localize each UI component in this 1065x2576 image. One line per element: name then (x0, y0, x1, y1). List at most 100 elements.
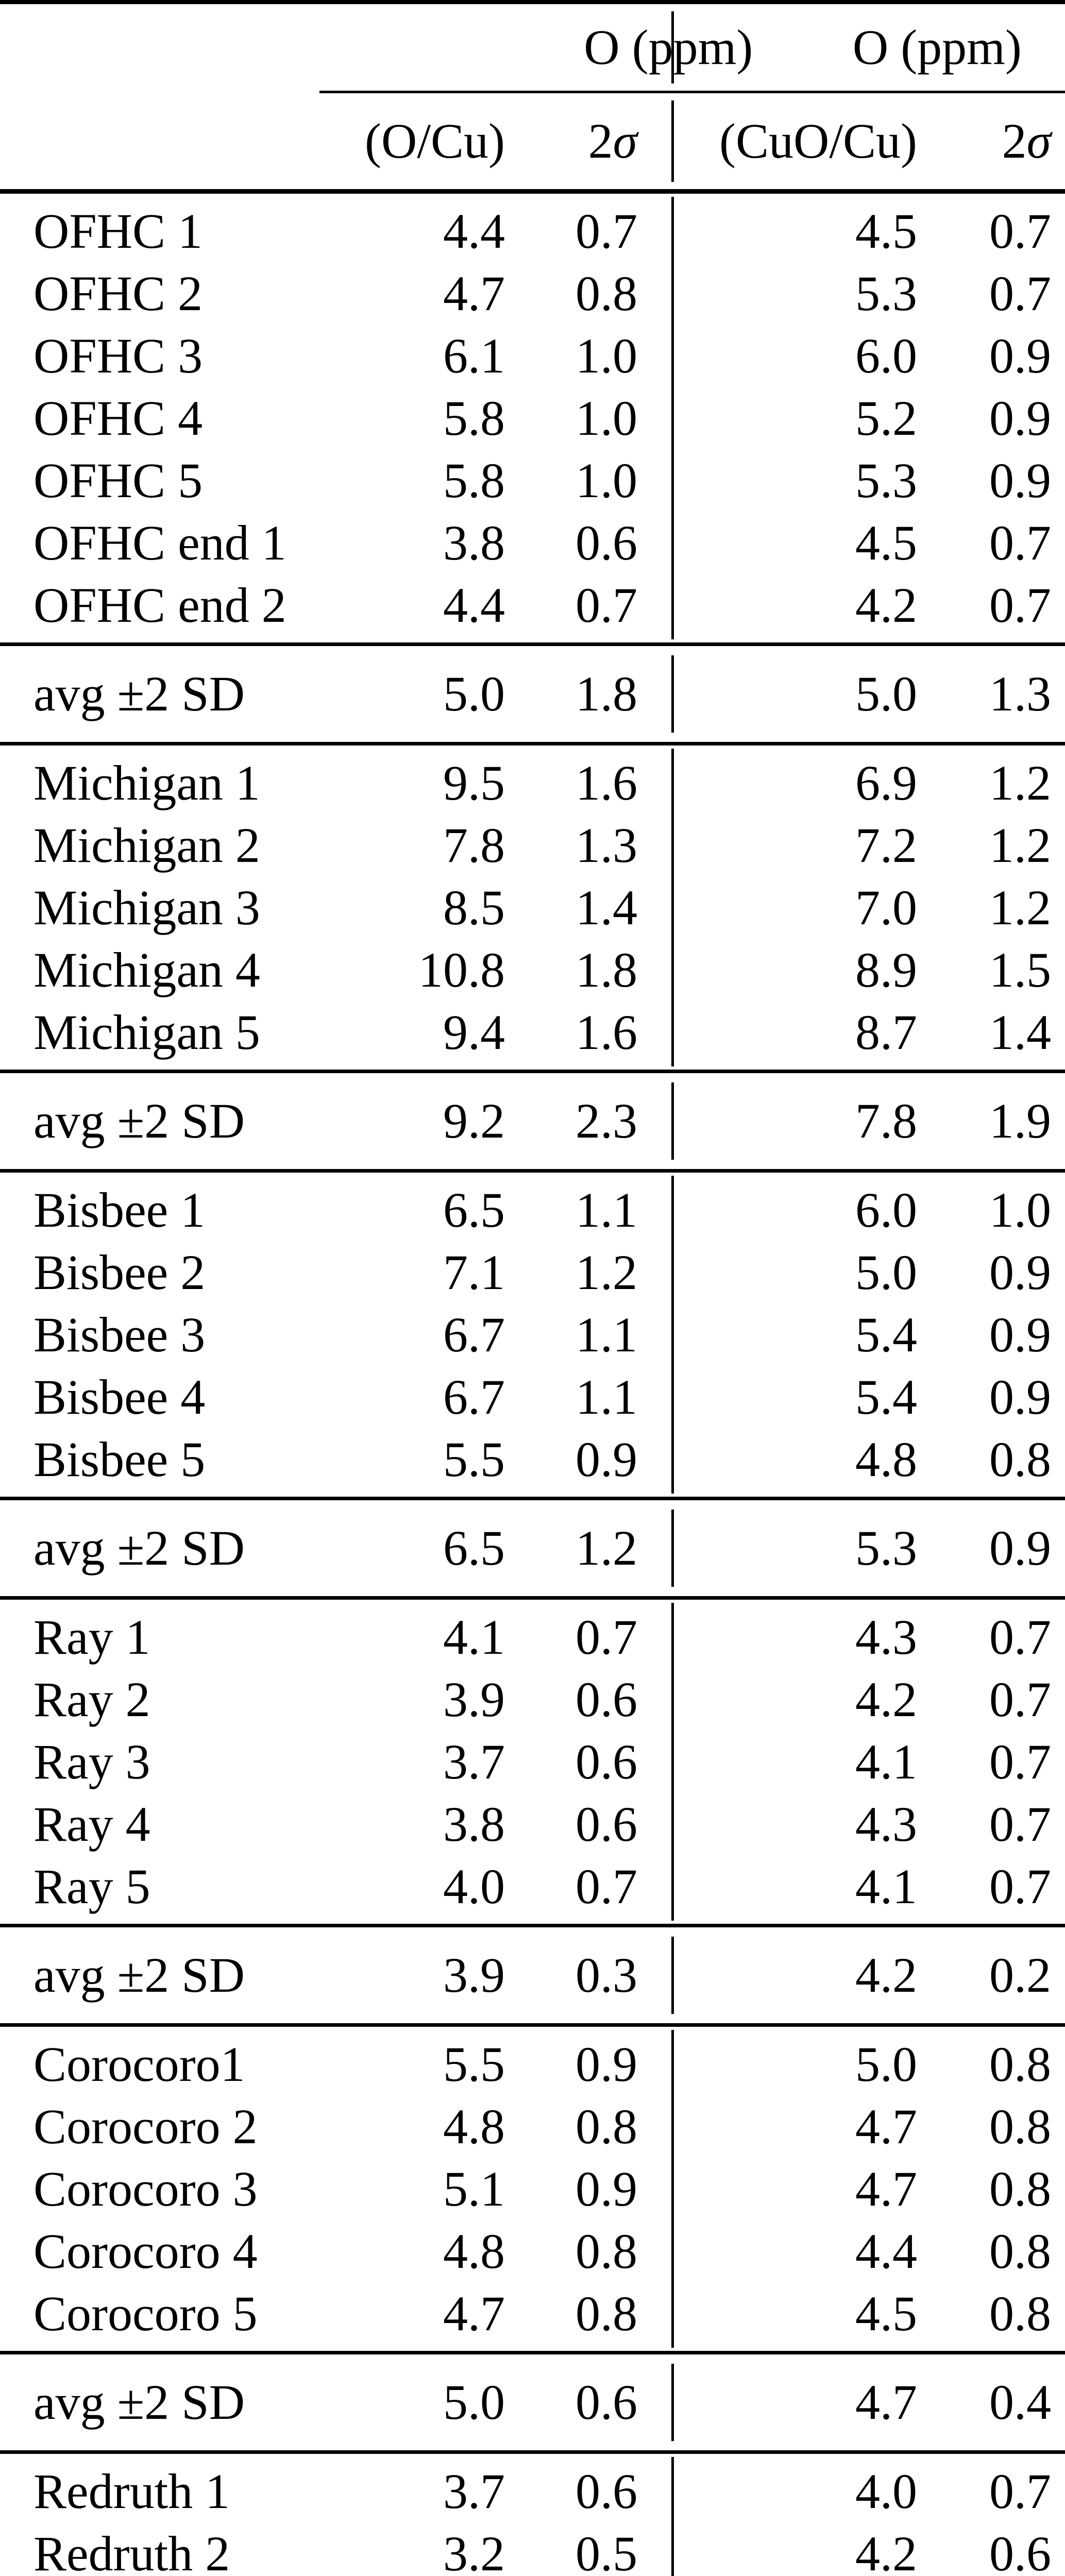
sample-label: OFHC end 1 (33, 515, 286, 570)
header-span-rule (319, 91, 1065, 93)
header-group-row: O (ppm) O (ppm) (0, 4, 1065, 91)
value-cuo-cu: 4.1 (855, 1858, 917, 1914)
avg-label: avg ±2 SD (33, 1520, 245, 1575)
value-cuo-cu-2sigma: 0.9 (989, 452, 1051, 508)
value-o-cu: 9.5 (443, 755, 505, 810)
value-o-cu: 3.2 (443, 2526, 505, 2576)
sample-label: Bisbee 1 (33, 1182, 206, 1238)
value-cuo-cu-2sigma: 0.8 (989, 2036, 1051, 2092)
avg-row: avg ±2 SD 5.0 1.8 5.0 1.3 (0, 646, 1065, 742)
value-o-cu-2sigma: 1.6 (576, 755, 637, 810)
sample-row: Ray 5 4.0 0.7 4.1 0.7 (0, 1855, 1065, 1918)
subheader-2sigma-right: 2σ (917, 116, 1051, 166)
sample-label: Michigan 4 (33, 942, 260, 997)
sample-label: Redruth 2 (33, 2526, 230, 2576)
value-cuo-cu-2sigma: 1.2 (989, 817, 1051, 873)
value-o-cu: 10.8 (418, 942, 505, 997)
sample-row: Ray 4 3.8 0.6 4.3 0.7 (0, 1793, 1065, 1855)
value-o-cu: 4.7 (443, 2285, 505, 2341)
value-o-cu: 3.8 (443, 1796, 505, 1852)
sample-row: Ray 1 4.1 0.7 4.3 0.7 (0, 1606, 1065, 1668)
sample-label: Bisbee 5 (33, 1431, 206, 1487)
sample-row: Corocoro 5 4.7 0.8 4.5 0.8 (0, 2282, 1065, 2345)
column-group-divider (671, 2364, 674, 2441)
sample-group-rows: Corocoro1 5.5 0.9 5.0 0.8 Corocoro 2 4.8… (0, 2033, 1065, 2345)
sample-row: OFHC end 1 3.8 0.6 4.5 0.7 (0, 512, 1065, 574)
header-sub-row: (O/Cu) 2σ (CuO/Cu) 2σ (0, 93, 1065, 189)
value-o-cu: 4.0 (443, 1858, 505, 1914)
value-o-cu: 7.1 (443, 1244, 505, 1300)
value-cuo-cu: 5.4 (855, 1307, 917, 1362)
avg-o-cu-2sigma: 0.3 (576, 1947, 637, 2003)
avg-cuo-cu: 7.8 (855, 1093, 917, 1148)
value-o-cu-2sigma: 0.8 (576, 2098, 637, 2154)
sample-label: Ray 2 (33, 1671, 150, 1727)
value-cuo-cu-2sigma: 0.7 (989, 203, 1051, 259)
value-o-cu: 7.8 (443, 817, 505, 873)
value-cuo-cu: 8.9 (855, 942, 917, 997)
value-o-cu: 4.1 (443, 1609, 505, 1665)
section-divider-rule (0, 1070, 1065, 1073)
avg-o-cu: 9.2 (443, 1093, 505, 1148)
sample-row: Bisbee 2 7.1 1.2 5.0 0.9 (0, 1241, 1065, 1303)
value-o-cu-2sigma: 1.1 (576, 1307, 637, 1362)
sample-group-rows: Ray 1 4.1 0.7 4.3 0.7 Ray 2 3.9 0.6 4.2 … (0, 1606, 1065, 1918)
sample-label: Ray 1 (33, 1609, 150, 1665)
sigma-coefficient: 2 (1002, 113, 1027, 168)
value-o-cu: 4.4 (443, 577, 505, 633)
avg-label: avg ±2 SD (33, 1947, 245, 2003)
subheader-2sigma-left: 2σ (505, 116, 637, 166)
value-cuo-cu: 6.0 (855, 328, 917, 383)
value-o-cu-2sigma: 1.0 (576, 452, 637, 508)
sample-row: Bisbee 3 6.7 1.1 5.4 0.9 (0, 1303, 1065, 1366)
sample-row: Redruth 1 3.7 0.6 4.0 0.7 (0, 2460, 1065, 2522)
section-divider-rule (0, 1169, 1065, 1173)
sample-label: Bisbee 3 (33, 1307, 206, 1362)
value-cuo-cu-2sigma: 0.9 (989, 1307, 1051, 1362)
value-cuo-cu-2sigma: 0.9 (989, 390, 1051, 446)
sample-group-rows: Redruth 1 3.7 0.6 4.0 0.7 Redruth 2 3.2 … (0, 2460, 1065, 2576)
value-o-cu: 6.7 (443, 1369, 505, 1425)
value-cuo-cu: 4.7 (855, 2161, 917, 2216)
sample-row: Redruth 2 3.2 0.5 4.2 0.6 (0, 2522, 1065, 2576)
sample-label: OFHC 5 (33, 452, 203, 508)
sample-group-section: Corocoro1 5.5 0.9 5.0 0.8 Corocoro 2 4.8… (0, 2027, 1065, 2351)
value-cuo-cu: 5.3 (855, 452, 917, 508)
value-cuo-cu: 4.2 (855, 2526, 917, 2576)
value-o-cu-2sigma: 1.6 (576, 1004, 637, 1060)
value-o-cu-2sigma: 1.2 (576, 1244, 637, 1300)
sample-label: Ray 3 (33, 1734, 150, 1789)
value-cuo-cu-2sigma: 1.4 (989, 1004, 1051, 1060)
value-cuo-cu: 4.5 (855, 203, 917, 259)
value-o-cu: 5.5 (443, 1431, 505, 1487)
sample-label: Michigan 5 (33, 1004, 260, 1060)
value-cuo-cu: 8.7 (855, 1004, 917, 1060)
value-o-cu: 3.7 (443, 2463, 505, 2519)
value-cuo-cu-2sigma: 0.8 (989, 1431, 1051, 1487)
value-cuo-cu: 4.1 (855, 1734, 917, 1789)
column-group-divider (671, 1510, 674, 1587)
value-o-cu-2sigma: 1.8 (576, 942, 637, 997)
sample-row: Bisbee 1 6.5 1.1 6.0 1.0 (0, 1179, 1065, 1241)
sigma-coefficient: 2 (588, 113, 613, 168)
sigma-symbol: σ (1026, 113, 1051, 168)
sample-row: Michigan 2 7.8 1.3 7.2 1.2 (0, 814, 1065, 876)
sample-row: Ray 3 3.7 0.6 4.1 0.7 (0, 1731, 1065, 1793)
sample-row: Michigan 5 9.4 1.6 8.7 1.4 (0, 1001, 1065, 1063)
column-group-divider (671, 2457, 674, 2576)
avg-cuo-cu-2sigma: 0.4 (989, 2375, 1051, 2430)
sample-group-section: OFHC 1 4.4 0.7 4.5 0.7 OFHC 2 4.7 0.8 5.… (0, 194, 1065, 642)
avg-o-cu-2sigma: 2.3 (576, 1093, 637, 1148)
value-o-cu: 5.5 (443, 2036, 505, 2092)
value-o-cu-2sigma: 0.6 (576, 1734, 637, 1789)
section-divider-rule (0, 1924, 1065, 1927)
sample-label: OFHC 4 (33, 390, 203, 446)
sample-row: OFHC 4 5.8 1.0 5.2 0.9 (0, 387, 1065, 449)
value-o-cu-2sigma: 0.6 (576, 515, 637, 570)
sample-row: OFHC end 2 4.4 0.7 4.2 0.7 (0, 574, 1065, 636)
value-o-cu-2sigma: 1.4 (576, 879, 637, 935)
sample-row: Corocoro1 5.5 0.9 5.0 0.8 (0, 2033, 1065, 2095)
column-group-divider (671, 749, 674, 1066)
value-o-cu-2sigma: 0.6 (576, 1671, 637, 1727)
